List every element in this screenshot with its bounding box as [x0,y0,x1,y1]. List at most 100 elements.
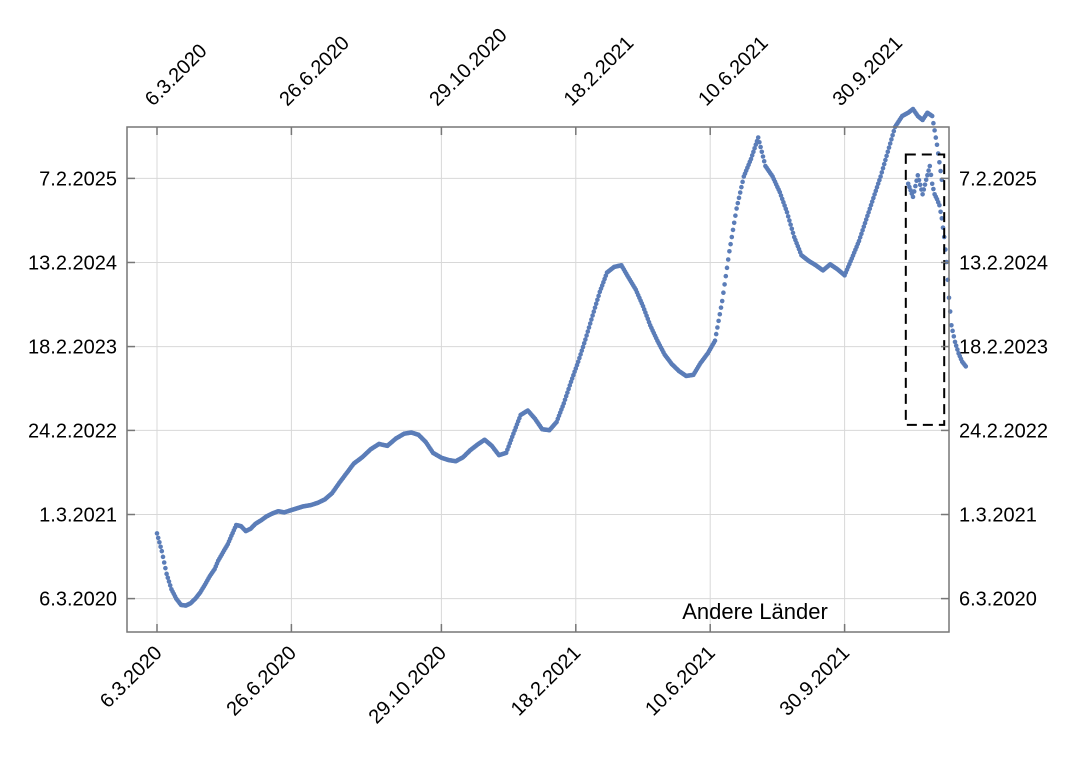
data-point [884,153,889,159]
data-point [740,179,745,185]
highlight-box [904,153,946,426]
data-point [715,325,720,330]
data-point [922,182,928,187]
data-point [784,209,790,215]
data-point [581,340,587,346]
data-point [859,231,864,237]
data-point [932,128,937,133]
data-point [591,309,597,314]
data-point [886,145,892,150]
x-tick-label-top: 6.3.2020 [141,40,212,111]
data-point [596,293,601,299]
data-point [165,575,171,580]
data-point [889,137,894,142]
data-point [856,238,862,244]
data-point [934,142,940,148]
x-tick-label-top: 30.9.2021 [829,32,907,110]
data-point [589,317,594,322]
data-point [725,257,731,262]
data-point [580,344,586,350]
data-point [877,177,882,183]
data-point [159,548,165,554]
data-point [593,301,599,307]
y-tick-label-left: 18.2.2023 [28,337,117,359]
data-point [727,248,732,254]
data-point [585,329,591,334]
data-point [566,386,571,392]
data-point [881,161,887,167]
data-point [759,149,765,155]
x-tick-label-top: 18.2.2021 [560,32,638,110]
data-point [717,311,723,317]
data-point [748,156,754,162]
data-point [733,213,738,218]
data-point [873,188,879,194]
data-point [937,202,942,208]
y-tick-label-right: 24.2.2022 [959,420,1048,442]
x-tick-label-bottom: 29.10.2020 [365,642,451,728]
data-point [163,565,168,571]
x-tick-label-top: 29.10.2020 [425,24,511,110]
data-point [719,298,725,304]
data-point [952,339,958,345]
data-point [578,352,583,357]
y-tick-label-right: 6.3.2020 [959,589,1037,611]
y-tick-label-left: 1.3.2021 [39,505,117,527]
data-point [931,120,936,126]
data-point [955,347,960,352]
data-point [862,220,868,226]
data-point [865,213,870,219]
x-tick-label-bottom: 18.2.2021 [507,642,585,720]
y-tick-label-right: 18.2.2023 [959,337,1048,359]
data-point [563,393,569,399]
data-point [937,159,942,165]
data-point [857,235,863,240]
data-point [761,158,767,164]
data-point [953,343,959,349]
data-point [724,265,730,271]
data-point [926,168,931,173]
data-point [157,540,162,545]
data-point [584,333,589,338]
data-point [860,227,865,233]
data-point [863,217,869,222]
data-point [931,186,936,192]
plot-background [127,127,949,632]
data-point [757,139,762,145]
region-annotation: Andere Länder [682,599,828,624]
y-tick-label-left: 6.3.2020 [39,589,117,611]
data-point [583,337,588,342]
data-point [890,132,895,138]
data-point [722,282,727,287]
data-point [785,214,791,219]
data-point [868,202,874,208]
data-point [587,321,593,326]
data-point [790,230,796,236]
data-point [735,200,741,206]
y-tick-label-left: 7.2.2025 [39,168,117,190]
data-point [950,328,955,334]
x-tick-label-bottom: 26.6.2020 [222,642,300,720]
data-point [753,142,759,147]
data-point [723,273,729,279]
data-point [872,192,877,197]
data-point [739,184,744,190]
data-point [721,290,726,296]
data-point [737,190,743,195]
data-point [788,222,793,227]
data-point [729,234,735,240]
data-point [880,165,886,171]
data-point [595,297,600,303]
data-point [927,163,933,169]
data-point [567,383,573,388]
data-point [920,191,925,197]
data-point [885,149,891,155]
x-tick-label-bottom: 10.6.2021 [641,642,719,720]
data-point [575,359,581,365]
data-point [917,182,923,188]
data-point [736,195,742,201]
data-point [883,157,888,163]
data-point [891,128,897,134]
y-tick-label-left: 24.2.2022 [28,420,117,442]
data-point [734,206,739,211]
